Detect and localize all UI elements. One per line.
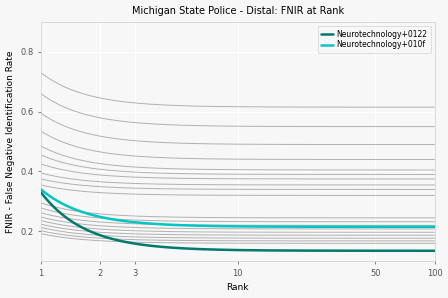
Neurotechnology+0122 (432, 249, 437, 253)
Neurotechnology+010f (167, 223, 172, 226)
Neurotechnology+0122 (324, 249, 330, 252)
Neurotechnology+010f (324, 225, 330, 229)
Neurotechnology+010f (432, 225, 437, 229)
Line: Neurotechnology+0122: Neurotechnology+0122 (41, 193, 435, 251)
Neurotechnology+0122 (167, 246, 172, 249)
Neurotechnology+010f (86, 212, 91, 216)
Neurotechnology+0122 (286, 249, 291, 252)
X-axis label: Rank: Rank (227, 283, 249, 292)
Neurotechnology+0122 (323, 249, 328, 252)
Y-axis label: FNIR - False Negative Identification Rate: FNIR - False Negative Identification Rat… (5, 50, 14, 233)
Neurotechnology+010f (39, 188, 44, 191)
Neurotechnology+0122 (86, 229, 91, 232)
Legend: Neurotechnology+0122, Neurotechnology+010f: Neurotechnology+0122, Neurotechnology+01… (318, 26, 431, 53)
Neurotechnology+010f (323, 225, 328, 229)
Neurotechnology+010f (286, 225, 291, 229)
Neurotechnology+0122 (39, 191, 44, 194)
Neurotechnology+010f (194, 224, 199, 227)
Title: Michigan State Police - Distal: FNIR at Rank: Michigan State Police - Distal: FNIR at … (132, 6, 344, 15)
Neurotechnology+0122 (194, 247, 199, 251)
Line: Neurotechnology+010f: Neurotechnology+010f (41, 190, 435, 227)
